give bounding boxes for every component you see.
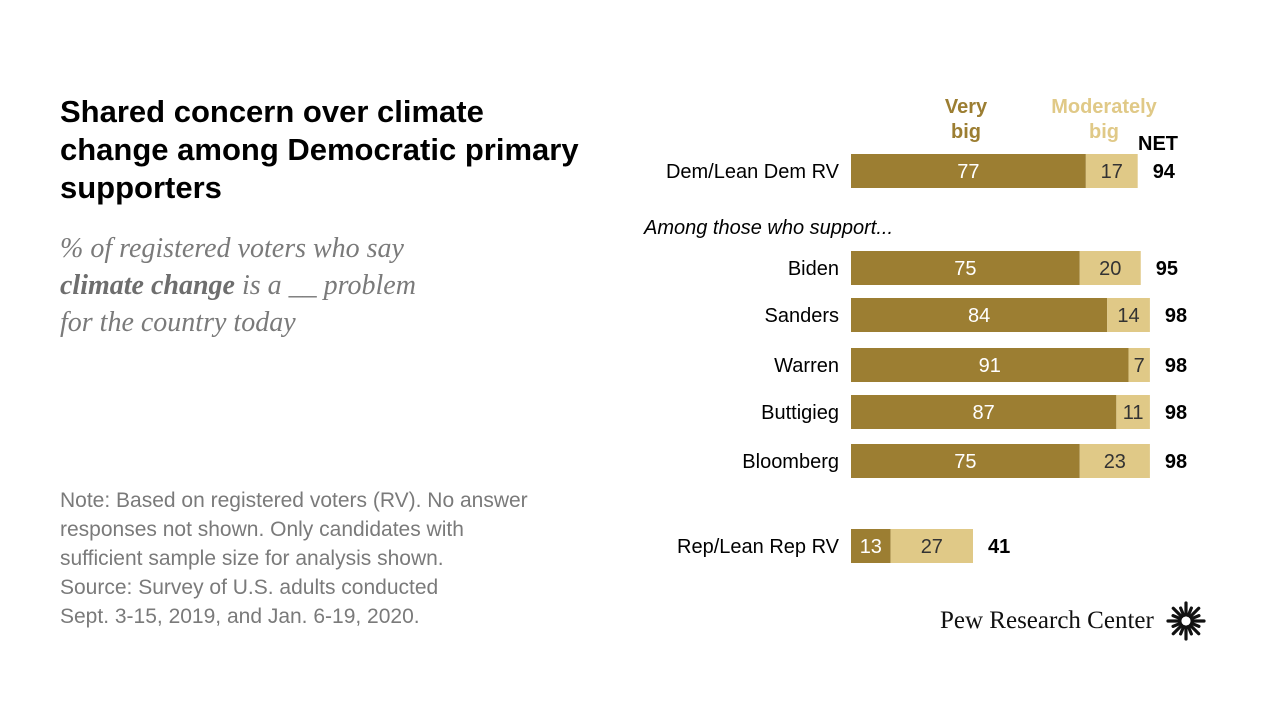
section-label: Among those who support... — [643, 217, 893, 239]
row-label: Buttigieg — [761, 402, 839, 424]
legend-moderately-big: Moderately — [1051, 96, 1157, 118]
subtitle-line-2-rest: is a __ problem — [234, 270, 416, 301]
value-label-very-big: 91 — [979, 355, 1001, 377]
value-label-moderately-big: 20 — [1099, 258, 1121, 280]
value-label-moderately-big: 23 — [1104, 451, 1126, 473]
note-line: Note: Based on registered voters (RV). N… — [60, 489, 528, 512]
row-label: Bloomberg — [742, 451, 839, 473]
bar-very-big — [851, 348, 1129, 382]
value-label-moderately-big: 11 — [1123, 402, 1144, 424]
legend-very-big: Very — [945, 96, 988, 118]
subtitle-line-2: climate change is a __ problem — [60, 267, 530, 304]
value-label-very-big: 84 — [968, 305, 990, 327]
value-label-very-big: 75 — [954, 258, 976, 280]
value-label-moderately-big: 14 — [1117, 305, 1139, 327]
net-value: 41 — [988, 536, 1010, 558]
note-line: Sept. 3-15, 2019, and Jan. 6-19, 2020. — [60, 605, 420, 628]
value-label-moderately-big: 27 — [921, 536, 943, 558]
net-value: 95 — [1156, 258, 1178, 280]
net-value: 98 — [1165, 451, 1187, 473]
subtitle-line-1: % of registered voters who say — [60, 233, 404, 264]
value-label-moderately-big: 7 — [1134, 355, 1145, 377]
pew-logo: Pew Research Center — [940, 601, 1206, 641]
row-label: Dem/Lean Dem RV — [666, 161, 840, 183]
value-label-moderately-big: 17 — [1101, 161, 1123, 183]
value-label-very-big: 87 — [973, 402, 995, 424]
net-value: 98 — [1165, 402, 1187, 424]
row-label: Rep/Lean Rep RV — [677, 536, 840, 558]
net-value: 98 — [1165, 355, 1187, 377]
legend-moderately-big: big — [1089, 121, 1119, 143]
net-header: NET — [1138, 133, 1178, 155]
bar-moderately-big — [1107, 298, 1150, 332]
bar-moderately-big — [1079, 444, 1150, 478]
value-label-very-big: 75 — [954, 451, 976, 473]
bar-very-big — [851, 154, 1086, 188]
chart-note: Note: Based on registered voters (RV). N… — [60, 486, 580, 631]
bar-moderately-big — [1116, 395, 1150, 429]
value-label-very-big: 13 — [860, 536, 882, 558]
bar-very-big — [851, 444, 1080, 478]
note-line: Source: Survey of U.S. adults conducted — [60, 576, 439, 599]
bar-very-big — [851, 298, 1108, 332]
bar-moderately-big — [1128, 348, 1150, 382]
net-value: 98 — [1165, 305, 1187, 327]
value-label-very-big: 77 — [957, 161, 979, 183]
bar-moderately-big — [890, 529, 973, 563]
row-label: Sanders — [765, 305, 840, 327]
logo-text: Pew Research Center — [940, 607, 1154, 634]
note-line: sufficient sample size for analysis show… — [60, 547, 444, 570]
row-label: Biden — [788, 258, 839, 280]
chart-subtitle: % of registered voters who say climate c… — [60, 230, 530, 341]
chart-title: Shared concern over climate change among… — [60, 94, 579, 205]
bar-very-big — [851, 395, 1117, 429]
bar-very-big — [851, 529, 891, 563]
pew-sunburst-icon — [1166, 601, 1206, 641]
bar-moderately-big — [1085, 154, 1138, 188]
subtitle-line-3: for the country today — [60, 307, 296, 338]
legend-very-big: big — [951, 121, 981, 143]
bar-very-big — [851, 251, 1080, 285]
net-value: 94 — [1153, 161, 1176, 183]
bar-moderately-big — [1079, 251, 1141, 285]
subtitle-emphasis: climate change — [60, 270, 235, 301]
row-label: Warren — [774, 355, 839, 377]
note-line: responses not shown. Only candidates wit… — [60, 518, 464, 541]
